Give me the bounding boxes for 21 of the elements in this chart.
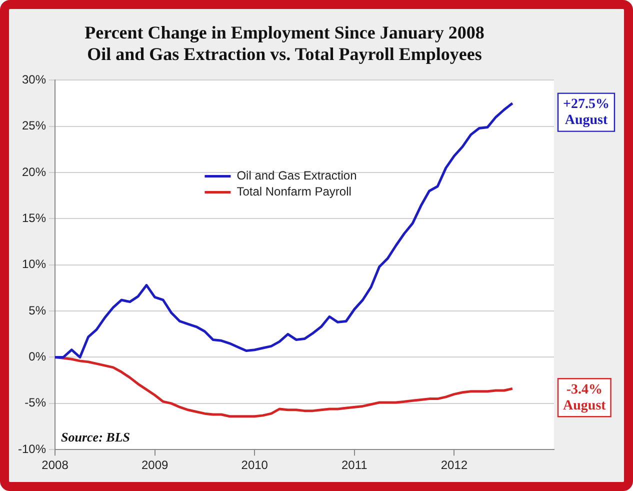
y-tick-label: 30% xyxy=(22,72,46,87)
legend-label: Oil and Gas Extraction xyxy=(236,168,357,183)
y-tick-label: -5% xyxy=(24,396,46,410)
y-tick-label: -10% xyxy=(18,442,46,456)
text: +27.5% August xyxy=(562,96,610,128)
chart-title: Percent Change in Employment Since January 2008 xyxy=(84,22,484,42)
y-tick-label: 5% xyxy=(28,303,46,318)
y-tick-label: 25% xyxy=(22,118,46,133)
legend-label: Total Nonfarm Payroll xyxy=(236,184,352,199)
x-tick-label: 2011 xyxy=(342,458,368,472)
y-tick-label: 0% xyxy=(28,350,46,364)
x-tick-label: 2009 xyxy=(141,458,168,472)
y-tick-label: 15% xyxy=(22,211,46,226)
x-tick-label: 2008 xyxy=(42,458,69,472)
y-tick-label: 20% xyxy=(22,164,46,179)
y-tick-label: 10% xyxy=(22,257,46,272)
annotation: Source: BLS xyxy=(61,429,130,444)
text: -3.4% August xyxy=(563,382,606,414)
chart-subtitle: Oil and Gas Extraction vs. Total Payroll Employees xyxy=(87,44,482,64)
x-tick-label: 2012 xyxy=(440,458,468,472)
x-tick-label: 2010 xyxy=(241,458,268,472)
